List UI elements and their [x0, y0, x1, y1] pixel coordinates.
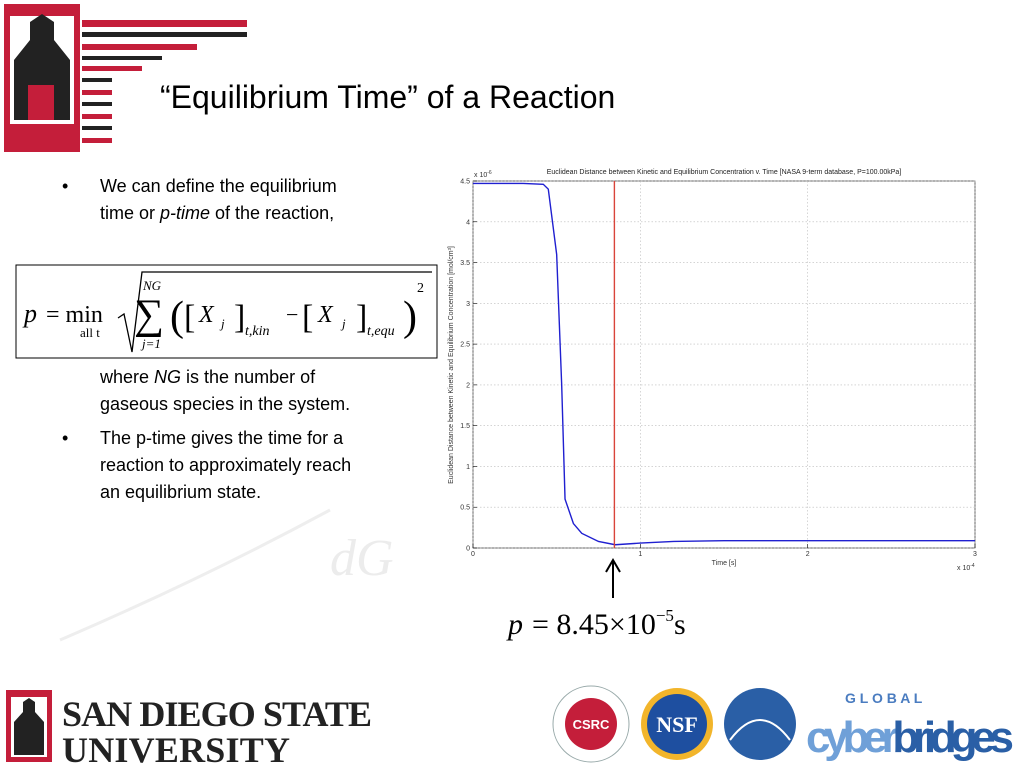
logo — [4, 4, 247, 152]
eq-text: j=1 — [140, 336, 161, 351]
eq-text: ) — [403, 294, 417, 340]
bullet-text: The p-time gives the time for a — [100, 428, 344, 448]
bullet-dot: • — [62, 428, 68, 448]
y-tick-label: 0 — [466, 546, 470, 553]
x-axis-label: Time [s] — [712, 560, 737, 567]
eq-text: ] — [356, 299, 367, 336]
y-tick-label: 1.5 — [460, 423, 470, 430]
csrc-logo: CSRC — [552, 685, 630, 763]
equation: p = min all t ∑ NG j=1 ( [ X j ] t,kin −… — [15, 264, 438, 359]
logo-text: SAN DIEGO STATE — [62, 694, 372, 734]
sdsu-logo: SAN DIEGO STATE UNIVERSITY — [6, 690, 372, 768]
chart: Euclidean Distance between Kinetic and E… — [446, 162, 984, 576]
slide-title: “Equilibrium Time” of a Reaction — [160, 79, 615, 115]
text-run: = 8.45×10 — [532, 608, 656, 641]
text-run: NG — [154, 367, 181, 387]
text-run: -4 — [970, 563, 975, 569]
eq-text: ] — [234, 299, 245, 336]
text-run: of the reaction, — [210, 203, 334, 223]
x-tick-label: 0 — [471, 551, 475, 558]
y-tick-label: 2.5 — [460, 342, 470, 349]
eq-text: all t — [80, 325, 100, 340]
logo-text: cyberbridges — [806, 713, 1014, 762]
arrow — [605, 558, 621, 598]
x-tick-label: 2 — [806, 551, 810, 558]
y-tick-label: 3 — [466, 301, 470, 308]
text-run: is the number of — [181, 367, 316, 387]
text-run: time or — [100, 203, 160, 223]
eq-text: NG — [142, 278, 162, 293]
text-run: bridges — [892, 713, 1014, 762]
eq-text: X — [317, 302, 334, 328]
bullet-dot: • — [62, 176, 68, 196]
result-text: = 8.45×10−5s — [532, 606, 686, 641]
eq-text: ( — [170, 294, 184, 340]
y-multiplier: x 10-6 — [474, 170, 492, 179]
y-axis-label: Euclidean Distance between Kinetic and E… — [448, 246, 455, 484]
x-tick-label: 1 — [638, 551, 642, 558]
bullet-text: where NG is the number of — [99, 367, 316, 387]
eq-text: j — [219, 316, 225, 331]
data-line — [473, 182, 975, 546]
text-run: s — [674, 608, 686, 641]
logo-text: G L O B A L — [845, 690, 923, 706]
background-decoration: dG — [330, 530, 394, 587]
logo-text: UNIVERSITY — [62, 730, 290, 768]
y-tick-label: 3.5 — [460, 260, 470, 267]
eq-text: − — [286, 302, 298, 327]
chart-title: Euclidean Distance between Kinetic and E… — [547, 169, 902, 176]
logo-text: NSF — [656, 712, 698, 737]
eq-text: [ — [184, 299, 195, 336]
sqrt-sign — [117, 271, 432, 353]
y-tick-label: 4 — [466, 219, 470, 226]
bullet-text: gaseous species in the system. — [100, 394, 350, 414]
eq-text: = min — [46, 302, 103, 328]
eq-text: t,kin — [245, 324, 270, 339]
eq-text: p — [22, 299, 37, 328]
background-decoration — [59, 508, 331, 642]
eq-text: j — [340, 316, 346, 331]
y-tick-label: 1 — [466, 464, 470, 471]
bullet-text: an equilibrium state. — [100, 482, 261, 502]
bullet-text: reaction to approximately reach — [100, 455, 351, 475]
text-run: −5 — [656, 606, 674, 625]
plot-area — [472, 180, 976, 549]
x-tick-label: 3 — [973, 551, 977, 558]
eq-text: t,equ — [367, 324, 395, 339]
eq-text: X — [198, 302, 215, 328]
bullet-text: We can define the equilibrium — [100, 176, 337, 196]
text-run: where — [99, 367, 154, 387]
nsf-logo: NSF — [641, 688, 713, 760]
eq-text: [ — [302, 299, 313, 336]
cyberbridges-logo: G L O B A L cyberbridges — [724, 688, 1014, 762]
bullet-text: time or p-time of the reaction, — [100, 203, 334, 223]
text-run: x 10 — [474, 172, 487, 179]
text-run: -6 — [487, 170, 492, 176]
text-run: cyber — [806, 713, 899, 762]
logo-text: CSRC — [573, 717, 610, 732]
y-tick-label: 0.5 — [460, 505, 470, 512]
text-run: x 10 — [957, 565, 970, 572]
x-multiplier: x 10-4 — [957, 563, 975, 572]
result-text: p — [506, 608, 523, 641]
eq-text: 2 — [417, 281, 424, 296]
y-tick-label: 4.5 — [460, 179, 470, 186]
eq-text: ∑ — [134, 292, 164, 338]
text-run: p-time — [159, 203, 210, 223]
y-tick-label: 2 — [466, 382, 470, 389]
